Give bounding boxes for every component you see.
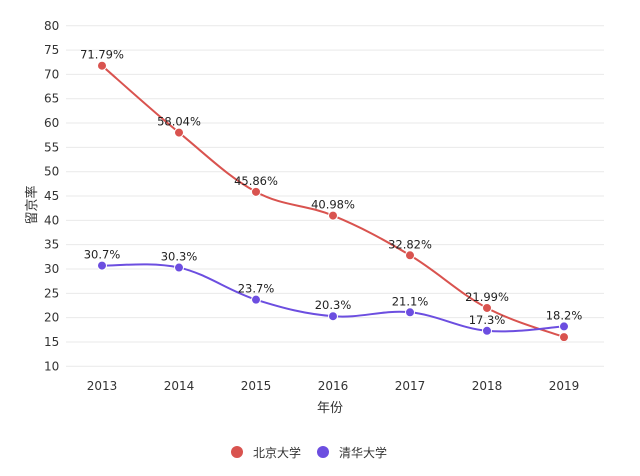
series-lines — [97, 60, 569, 343]
data-point[interactable] — [559, 332, 569, 343]
legend-label[interactable]: 清华大学 — [339, 445, 387, 460]
data-point[interactable] — [405, 250, 415, 261]
y-tick-label: 50 — [44, 165, 59, 179]
y-tick-label: 60 — [44, 116, 59, 130]
data-label: 30.3% — [161, 250, 198, 264]
x-tick-label: 2014 — [164, 379, 195, 393]
x-axis-title: 年份 — [317, 401, 343, 416]
data-label: 40.98% — [311, 198, 355, 212]
legend-marker[interactable] — [231, 446, 243, 458]
y-tick-label: 65 — [44, 92, 59, 106]
data-point[interactable] — [174, 262, 184, 273]
legend-marker[interactable] — [317, 446, 329, 458]
data-labels: 71.79% 58.04% 45.86% 40.98% 32.82% 21.99% 30.7… — [80, 48, 582, 327]
x-tick-label: 2015 — [241, 379, 272, 393]
y-tick-label: 55 — [44, 140, 59, 154]
data-label: 71.79% — [80, 48, 124, 62]
y-tick-label: 35 — [44, 238, 59, 252]
y-tick-label: 40 — [44, 213, 59, 227]
data-point[interactable] — [251, 294, 261, 305]
data-point[interactable] — [405, 307, 415, 318]
y-tick-label: 15 — [44, 335, 59, 349]
data-point[interactable] — [251, 186, 261, 197]
x-tick-label: 2018 — [472, 379, 503, 393]
data-label: 58.04% — [157, 115, 201, 129]
y-tick-label: 75 — [44, 43, 59, 57]
data-point[interactable] — [174, 127, 184, 138]
y-axis-title: 留京率 — [24, 185, 40, 224]
data-label: 20.3% — [315, 298, 352, 312]
legend: 北京大学 清华大学 — [231, 445, 387, 460]
data-label: 32.82% — [388, 237, 432, 251]
x-axis-ticks: 2013 2014 2015 2016 2017 2018 2019 — [87, 379, 580, 393]
data-label: 18.2% — [546, 308, 583, 322]
x-tick-label: 2017 — [395, 379, 426, 393]
y-tick-label: 80 — [44, 19, 59, 33]
y-tick-label: 10 — [44, 359, 59, 373]
y-axis-ticks: 10 15 20 25 30 35 40 45 50 55 60 65 70 75 80 — [44, 19, 59, 374]
x-tick-label: 2013 — [87, 379, 118, 393]
data-point[interactable] — [328, 210, 338, 221]
y-tick-label: 20 — [44, 311, 59, 325]
gridlines — [66, 25, 604, 367]
data-point[interactable] — [97, 60, 107, 71]
data-label: 21.99% — [465, 290, 509, 304]
data-point[interactable] — [328, 311, 338, 322]
x-tick-label: 2016 — [318, 379, 349, 393]
data-label: 17.3% — [469, 313, 506, 327]
y-tick-label: 30 — [44, 262, 59, 276]
data-label: 45.86% — [234, 174, 278, 188]
data-point[interactable] — [482, 302, 492, 313]
data-label: 30.7% — [84, 248, 121, 262]
y-tick-label: 25 — [44, 286, 59, 300]
data-point[interactable] — [559, 321, 569, 332]
data-point[interactable] — [97, 260, 107, 271]
legend-label[interactable]: 北京大学 — [253, 445, 301, 460]
y-tick-label: 70 — [44, 67, 59, 81]
data-label: 23.7% — [238, 282, 275, 296]
y-tick-label: 45 — [44, 189, 59, 203]
data-point[interactable] — [482, 325, 492, 336]
data-label: 21.1% — [392, 294, 429, 308]
x-tick-label: 2019 — [549, 379, 580, 393]
